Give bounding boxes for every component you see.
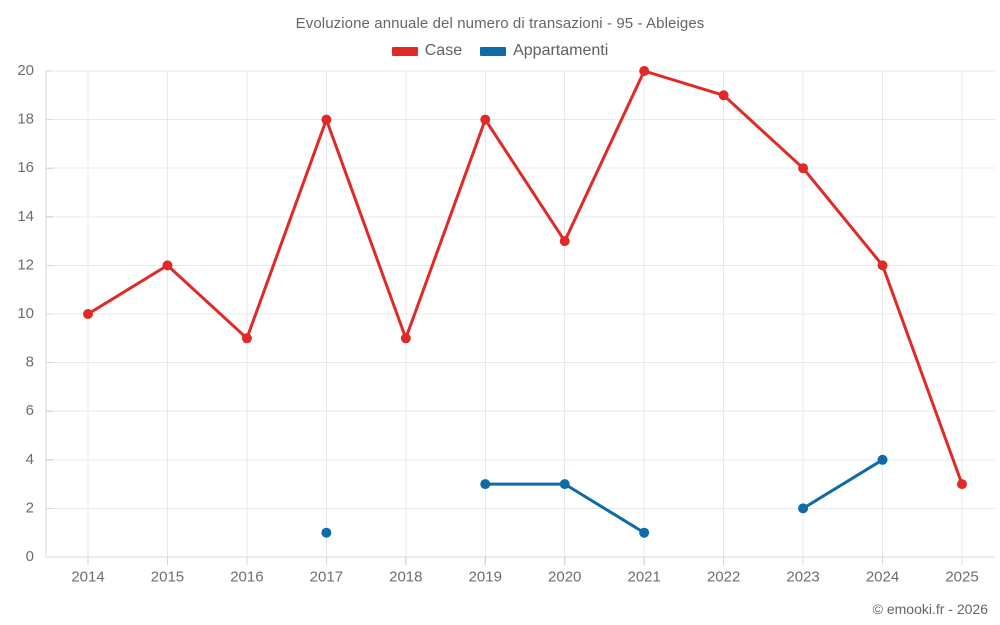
data-point	[241, 333, 252, 344]
series-case	[83, 66, 967, 490]
y-tick-label: 6	[26, 402, 34, 419]
x-tick-label: 2023	[786, 568, 819, 585]
legend-label-appartamenti: Appartamenti	[513, 42, 609, 59]
series-line	[86, 69, 964, 486]
legend-item-case[interactable]: Case	[391, 42, 463, 60]
legend-swatch-appartamenti	[480, 46, 507, 56]
y-tick-label: 10	[17, 305, 34, 322]
y-tick-label: 4	[26, 451, 34, 468]
x-axis-tick-labels: 2014 2015 2016 2017 2018 2019 2020 2021 2022 2023…	[71, 568, 978, 585]
data-point	[798, 503, 809, 514]
data-point	[877, 454, 888, 465]
data-point	[639, 527, 650, 538]
chart-title: Evoluzione annuale del numero di transaz…	[295, 15, 705, 32]
data-point	[639, 66, 650, 76]
y-tick-label: 16	[17, 159, 34, 176]
footer-credit: © emooki.fr - 2026	[872, 601, 988, 617]
y-axis-tick-labels: 0 2 4 6 8 10 12 14 16 18 20	[17, 62, 34, 565]
data-point	[718, 90, 729, 101]
data-point	[321, 527, 332, 538]
data-point	[83, 309, 93, 319]
chart-legend: Case Appartamenti	[0, 42, 1000, 60]
data-point	[480, 114, 491, 125]
axis-group	[45, 70, 995, 565]
data-point	[559, 479, 570, 490]
series-line	[801, 458, 885, 510]
x-tick-label: 2024	[866, 568, 899, 585]
x-tick-label: 2021	[627, 568, 660, 585]
x-tick-label: 2022	[707, 568, 740, 585]
data-point	[559, 236, 570, 247]
x-tick-label: 2019	[469, 568, 502, 585]
y-tick-label: 14	[17, 208, 34, 225]
series-appartamenti	[321, 454, 888, 538]
data-point	[957, 479, 967, 490]
y-tick-label: 20	[17, 62, 34, 79]
y-tick-label: 8	[26, 354, 34, 371]
x-tick-label: 2014	[71, 568, 104, 585]
data-point	[162, 260, 173, 271]
data-series-group	[83, 66, 967, 538]
data-point	[480, 479, 491, 490]
legend-swatch-case	[391, 46, 418, 56]
x-tick-label: 2020	[548, 568, 581, 585]
x-tick-label: 2025	[945, 568, 978, 585]
y-tick-label: 0	[26, 548, 34, 565]
legend-item-appartamenti[interactable]: Appartamenti	[480, 42, 608, 60]
y-tick-label: 18	[17, 111, 34, 128]
gridlines-group	[46, 70, 995, 557]
x-tick-label: 2016	[230, 568, 263, 585]
y-tick-label: 2	[26, 499, 34, 516]
data-point	[321, 114, 332, 125]
x-tick-label: 2015	[151, 568, 184, 585]
legend-label-case: Case	[424, 42, 463, 59]
data-point	[798, 163, 809, 174]
y-tick-label: 12	[17, 256, 34, 273]
data-point	[400, 333, 411, 344]
x-tick-label: 2017	[310, 568, 343, 585]
data-point	[877, 260, 888, 271]
x-tick-label: 2018	[389, 568, 422, 585]
